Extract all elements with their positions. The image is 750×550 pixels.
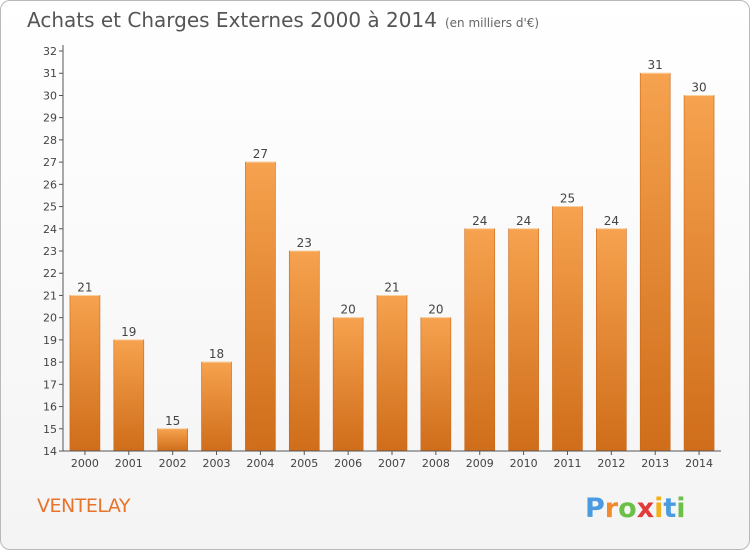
y-tick-label: 28 bbox=[43, 134, 57, 147]
bar bbox=[245, 161, 276, 452]
x-tick-label: 2008 bbox=[422, 457, 450, 470]
y-tick-label: 31 bbox=[43, 67, 57, 80]
y-tick-label: 18 bbox=[43, 356, 57, 369]
bar bbox=[464, 228, 496, 452]
y-tick-label: 14 bbox=[43, 445, 57, 458]
bar bbox=[420, 317, 452, 452]
data-label: 21 bbox=[77, 280, 92, 294]
y-tick-label: 22 bbox=[43, 267, 57, 280]
chart-title: Achats et Charges Externes 2000 à 2014 (e… bbox=[27, 8, 539, 32]
chart-unit: (en milliers d'€) bbox=[444, 16, 540, 30]
y-tick-label: 26 bbox=[43, 178, 57, 191]
data-label: 27 bbox=[253, 147, 268, 161]
x-tick-label: 2013 bbox=[641, 457, 669, 470]
x-tick-label: 2014 bbox=[685, 457, 713, 470]
axes-group: 14 15 16 17 18 19 20 21 22 23 24 25 26 27 28 29 30 31 32 bbox=[43, 45, 721, 458]
y-tick-label: 23 bbox=[43, 245, 57, 258]
bar bbox=[69, 295, 101, 452]
bar bbox=[683, 95, 715, 452]
bar bbox=[113, 339, 145, 452]
bar bbox=[201, 361, 232, 452]
data-label: 24 bbox=[604, 214, 619, 228]
proxiti-logo: Proxiti bbox=[585, 493, 686, 524]
y-tick-label: 21 bbox=[43, 289, 57, 302]
x-tick-label: 2010 bbox=[510, 457, 538, 470]
y-tick-label: 27 bbox=[43, 156, 57, 169]
bar bbox=[288, 250, 320, 452]
bars-group bbox=[69, 72, 715, 452]
y-tick-label: 25 bbox=[43, 201, 57, 214]
bar bbox=[157, 428, 188, 452]
y-tick-label: 20 bbox=[43, 312, 57, 325]
data-label: 31 bbox=[648, 58, 663, 72]
x-tick-label: 2007 bbox=[378, 457, 406, 470]
data-label: 23 bbox=[297, 236, 312, 250]
y-tick-label: 32 bbox=[43, 45, 57, 58]
bar bbox=[596, 228, 627, 452]
data-label: 24 bbox=[516, 214, 531, 228]
x-tick-label: 2004 bbox=[246, 457, 274, 470]
x-tick-label: 2001 bbox=[115, 457, 143, 470]
chart-title-text: Achats et Charges Externes 2000 à 2014 bbox=[27, 8, 437, 32]
x-tick-label: 2002 bbox=[159, 457, 187, 470]
bar bbox=[508, 228, 539, 452]
x-tick-label: 2011 bbox=[553, 457, 581, 470]
x-tick-label: 2009 bbox=[466, 457, 494, 470]
data-label: 25 bbox=[560, 192, 575, 206]
bar bbox=[376, 295, 408, 452]
y-tick-label: 29 bbox=[43, 112, 57, 125]
y-tick-label: 17 bbox=[43, 378, 57, 391]
labels-group: 2000 21 2001 19 2002 15 2003 18 2004 27 2005 23 2006… bbox=[71, 58, 713, 470]
x-tick-label: 2000 bbox=[71, 457, 99, 470]
data-label: 20 bbox=[428, 303, 443, 317]
data-label: 20 bbox=[340, 303, 355, 317]
bar bbox=[552, 206, 583, 452]
y-tick-label: 30 bbox=[43, 89, 57, 102]
x-tick-label: 2003 bbox=[203, 457, 231, 470]
x-tick-label: 2005 bbox=[290, 457, 318, 470]
y-tick-label: 16 bbox=[43, 401, 57, 414]
y-tick-label: 19 bbox=[43, 334, 57, 347]
data-label: 19 bbox=[121, 325, 136, 339]
place-name: VENTELAY bbox=[37, 495, 130, 517]
x-tick-label: 2012 bbox=[597, 457, 625, 470]
bar bbox=[332, 317, 364, 452]
data-label: 24 bbox=[472, 214, 487, 228]
y-tick-label: 15 bbox=[43, 423, 57, 436]
y-tick-label: 24 bbox=[43, 223, 57, 236]
data-label: 21 bbox=[384, 280, 399, 294]
data-label: 18 bbox=[209, 347, 224, 361]
bar bbox=[639, 72, 671, 452]
svg-text:Proxiti: Proxiti bbox=[585, 493, 686, 524]
data-label: 30 bbox=[691, 80, 706, 94]
data-label: 15 bbox=[165, 414, 180, 428]
x-tick-label: 2006 bbox=[334, 457, 362, 470]
